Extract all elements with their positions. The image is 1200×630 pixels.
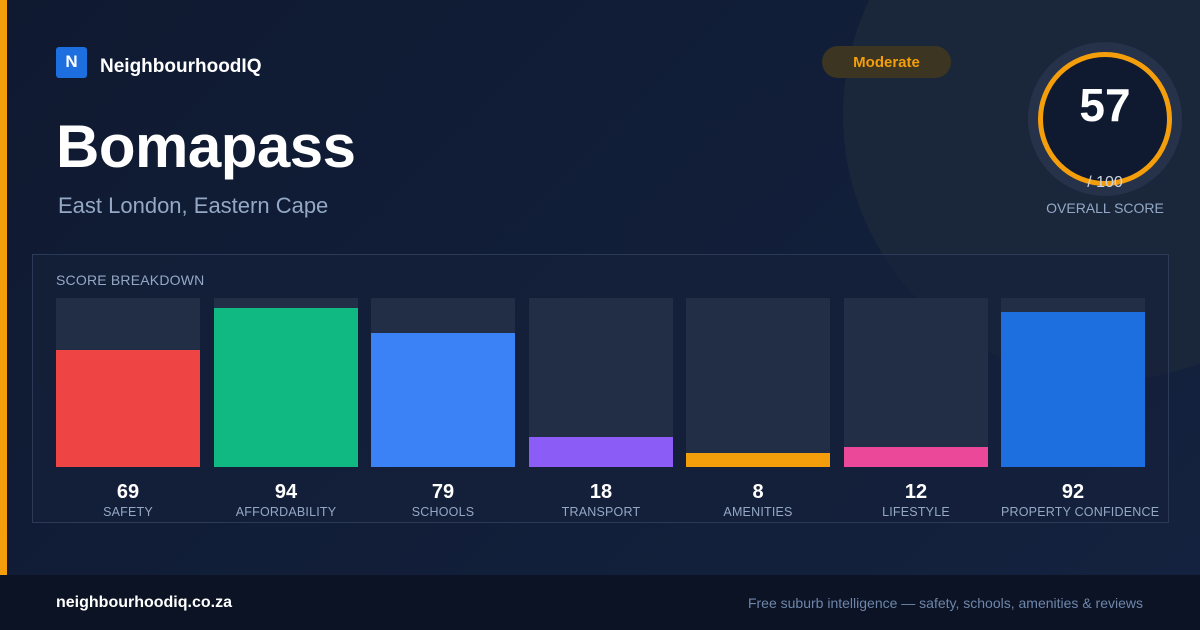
bar-value: 8 bbox=[752, 481, 764, 503]
bar-track bbox=[844, 298, 988, 467]
bar-fill bbox=[1001, 312, 1145, 467]
bar-value: 69 bbox=[116, 481, 140, 503]
score-bar-transport: 18 TRANSPORT bbox=[529, 298, 673, 519]
bar-value: 79 bbox=[431, 481, 455, 503]
bar-value: 92 bbox=[1061, 481, 1085, 503]
overall-score-ring: 57 / 100 bbox=[1028, 42, 1182, 196]
bar-label: PROPERTY CONFIDENCE bbox=[1001, 505, 1160, 519]
footer-domain-link[interactable]: neighbourhoodiq.co.za bbox=[56, 594, 232, 611]
brand[interactable]: N NeighbourhoodIQ bbox=[56, 46, 261, 78]
score-ring-circle bbox=[1038, 52, 1172, 186]
footer-tagline: Free suburb intelligence — safety, schoo… bbox=[747, 595, 1143, 611]
score-bar-affordability: 94 AFFORDABILITY bbox=[214, 298, 358, 519]
bar-track bbox=[1001, 298, 1145, 467]
bar-track bbox=[56, 298, 200, 467]
accent-bar bbox=[0, 0, 7, 575]
bar-track bbox=[214, 298, 358, 467]
bar-fill bbox=[844, 447, 988, 467]
bar-value: 94 bbox=[274, 481, 298, 503]
score-bar-amenities: 8 AMENITIES bbox=[686, 298, 830, 519]
bar-track bbox=[371, 298, 515, 467]
score-bar-schools: 79 SCHOOLS bbox=[371, 298, 515, 519]
bar-label: SAFETY bbox=[103, 505, 153, 519]
suburb-location: East London, Eastern Cape bbox=[58, 193, 329, 218]
bar-value: 12 bbox=[904, 481, 928, 503]
footer: neighbourhoodiq.co.za Free suburb intell… bbox=[0, 575, 1200, 630]
bar-label: SCHOOLS bbox=[411, 505, 475, 519]
overall-score-max: / 100 bbox=[1087, 174, 1123, 191]
score-breakdown-heading: SCORE BREAKDOWN bbox=[56, 272, 205, 288]
score-bar-safety: 69 SAFETY bbox=[56, 298, 200, 519]
overall-score-caption: OVERALL SCORE bbox=[1046, 200, 1164, 216]
suburb-title: Bomapass bbox=[56, 113, 356, 180]
bar-value: 18 bbox=[589, 481, 613, 503]
score-bar-property-confidence: 92 PROPERTY CONFIDENCE bbox=[1001, 298, 1160, 519]
bar-fill bbox=[686, 453, 830, 467]
bar-label: LIFESTYLE bbox=[882, 505, 950, 519]
bar-fill bbox=[56, 350, 200, 467]
bar-label: AMENITIES bbox=[723, 505, 793, 519]
overall-score-value: 57 bbox=[1079, 79, 1131, 131]
brand-logo-icon: N bbox=[56, 46, 87, 78]
rating-badge: Moderate bbox=[822, 46, 951, 78]
share-card: N NeighbourhoodIQ Bomapass East London, … bbox=[0, 0, 1200, 575]
bar-fill bbox=[529, 437, 673, 467]
bar-fill bbox=[214, 308, 358, 467]
bar-label: TRANSPORT bbox=[561, 505, 641, 519]
brand-name: NeighbourhoodIQ bbox=[100, 56, 262, 77]
score-bar-lifestyle: 12 LIFESTYLE bbox=[844, 298, 988, 519]
bar-fill bbox=[371, 333, 515, 467]
bar-track bbox=[529, 298, 673, 467]
bar-label: AFFORDABILITY bbox=[235, 505, 337, 519]
bar-track bbox=[686, 298, 830, 467]
